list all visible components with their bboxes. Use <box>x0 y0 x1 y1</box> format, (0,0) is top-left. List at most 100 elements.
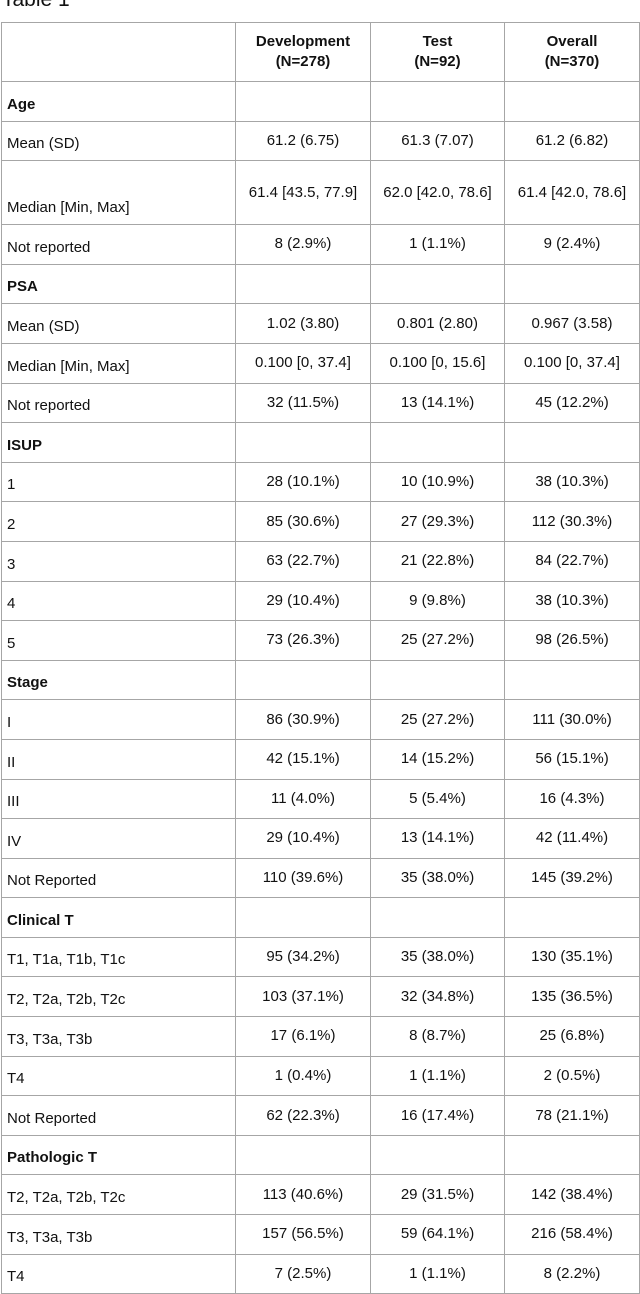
empty-cell <box>235 659 371 701</box>
value-cell: 63 (22.7%) <box>235 540 371 582</box>
data-row: 2 85 (30.6%) 27 (29.3%) 112 (30.3%) <box>1 501 640 542</box>
value-cell: 2 (0.5%) <box>504 1055 640 1097</box>
value-cell: 35 (38.0%) <box>370 936 505 978</box>
table-title: Table 1 <box>2 0 70 12</box>
empty-cell <box>370 659 505 701</box>
value-cell: 61.3 (7.07) <box>370 120 505 162</box>
value-cell: 29 (31.5%) <box>370 1174 505 1216</box>
value-cell: 10 (10.9%) <box>370 461 505 503</box>
data-row: Not reported 32 (11.5%) 13 (14.1%) 45 (12.2… <box>1 382 640 424</box>
value-cell: 32 (11.5%) <box>235 382 371 424</box>
empty-cell <box>235 263 371 305</box>
value-cell: 0.100 [0, 15.6] <box>370 342 505 384</box>
section-row: Clinical T <box>1 897 640 938</box>
value-cell: 28 (10.1%) <box>235 461 371 503</box>
data-row: T3, T3a, T3b 157 (56.5%) 59 (64.1%) 216 (58… <box>1 1214 640 1255</box>
value-cell: 25 (27.2%) <box>370 699 505 740</box>
value-cell: 98 (26.5%) <box>504 620 640 661</box>
value-cell: 103 (37.1%) <box>235 976 371 1018</box>
row-label: Mean (SD) <box>1 303 236 344</box>
value-cell: 112 (30.3%) <box>504 501 640 542</box>
row-label: Not reported <box>1 224 236 265</box>
value-cell: 29 (10.4%) <box>235 580 371 622</box>
value-cell: 1.02 (3.80) <box>235 303 371 344</box>
row-label: Median [Min, Max] <box>1 342 236 384</box>
value-cell: 8 (8.7%) <box>370 1016 505 1057</box>
data-row: T4 7 (2.5%) 1 (1.1%) 8 (2.2%) <box>1 1253 640 1294</box>
value-cell: 32 (34.8%) <box>370 976 505 1018</box>
value-cell: 142 (38.4%) <box>504 1174 640 1216</box>
value-cell: 0.100 [0, 37.4] <box>235 342 371 384</box>
column-n: (N=370) <box>544 53 600 70</box>
data-row: T2, T2a, T2b, T2c 113 (40.6%) 29 (31.5%) 14… <box>1 1174 640 1216</box>
row-label: III <box>1 778 236 820</box>
column-n: (N=278) <box>275 53 331 70</box>
value-cell: 38 (10.3%) <box>504 580 640 622</box>
value-cell: 8 (2.2%) <box>504 1253 640 1294</box>
value-cell: 61.2 (6.82) <box>504 120 640 162</box>
header-cell: Development (N=278) <box>235 22 371 82</box>
value-cell: 95 (34.2%) <box>235 936 371 978</box>
value-cell: 13 (14.1%) <box>370 818 505 859</box>
data-row: Not reported 8 (2.9%) 1 (1.1%) 9 (2.4%) <box>1 224 640 265</box>
value-cell: 110 (39.6%) <box>235 857 371 899</box>
data-row: T1, T1a, T1b, T1c 95 (34.2%) 35 (38.0%) 130… <box>1 936 640 978</box>
section-row: PSA <box>1 263 640 305</box>
value-cell: 62.0 [42.0, 78.6] <box>370 160 505 226</box>
value-cell: 145 (39.2%) <box>504 857 640 899</box>
data-row: 4 29 (10.4%) 9 (9.8%) 38 (10.3%) <box>1 580 640 622</box>
data-row: Not Reported 110 (39.6%) 35 (38.0%) 145 (39… <box>1 857 640 899</box>
value-cell: 7 (2.5%) <box>235 1253 371 1294</box>
header-cell <box>1 22 236 82</box>
row-label: 1 <box>1 461 236 503</box>
empty-cell <box>370 81 505 122</box>
header-cell: Overall (N=370) <box>504 22 640 82</box>
row-label: T2, T2a, T2b, T2c <box>1 976 236 1018</box>
section-title: Age <box>1 81 236 122</box>
value-cell: 0.967 (3.58) <box>504 303 640 344</box>
row-label: Median [Min, Max] <box>1 160 236 226</box>
value-cell: 14 (15.2%) <box>370 738 505 780</box>
value-cell: 1 (1.1%) <box>370 1253 505 1294</box>
empty-cell <box>504 422 640 463</box>
row-label: Not reported <box>1 382 236 424</box>
value-cell: 111 (30.0%) <box>504 699 640 740</box>
section-title: PSA <box>1 263 236 305</box>
empty-cell <box>235 897 371 938</box>
value-cell: 16 (4.3%) <box>504 778 640 820</box>
header-row: Development (N=278) Test (N=92) Overall (N=37… <box>1 22 640 82</box>
row-label: IV <box>1 818 236 859</box>
value-cell: 25 (27.2%) <box>370 620 505 661</box>
section-row: Stage <box>1 659 640 701</box>
value-cell: 86 (30.9%) <box>235 699 371 740</box>
empty-cell <box>504 659 640 701</box>
empty-cell <box>370 1134 505 1176</box>
data-row: 5 73 (26.3%) 25 (27.2%) 98 (26.5%) <box>1 620 640 661</box>
value-cell: 61.4 [43.5, 77.9] <box>235 160 371 226</box>
section-title: Stage <box>1 659 236 701</box>
data-row: Mean (SD) 1.02 (3.80) 0.801 (2.80) 0.967 (3… <box>1 303 640 344</box>
data-row: II 42 (15.1%) 14 (15.2%) 56 (15.1%) <box>1 738 640 780</box>
value-cell: 11 (4.0%) <box>235 778 371 820</box>
value-cell: 61.4 [42.0, 78.6] <box>504 160 640 226</box>
value-cell: 38 (10.3%) <box>504 461 640 503</box>
row-label: T4 <box>1 1055 236 1097</box>
empty-cell <box>504 897 640 938</box>
empty-cell <box>370 263 505 305</box>
column-n: (N=92) <box>414 53 461 70</box>
value-cell: 59 (64.1%) <box>370 1214 505 1255</box>
empty-cell <box>370 422 505 463</box>
data-row: 3 63 (22.7%) 21 (22.8%) 84 (22.7%) <box>1 540 640 582</box>
table-body: Age Mean (SD) 61.2 (6.75) 61.3 (7.07) 61.2 (… <box>1 81 640 1294</box>
value-cell: 113 (40.6%) <box>235 1174 371 1216</box>
section-row: ISUP <box>1 422 640 463</box>
data-row: I 86 (30.9%) 25 (27.2%) 111 (30.0%) <box>1 699 640 740</box>
value-cell: 56 (15.1%) <box>504 738 640 780</box>
value-cell: 8 (2.9%) <box>235 224 371 265</box>
empty-cell <box>504 81 640 122</box>
column-label: Overall <box>546 33 598 50</box>
data-row: T2, T2a, T2b, T2c 103 (37.1%) 32 (34.8%) 13… <box>1 976 640 1018</box>
value-cell: 27 (29.3%) <box>370 501 505 542</box>
value-cell: 216 (58.4%) <box>504 1214 640 1255</box>
